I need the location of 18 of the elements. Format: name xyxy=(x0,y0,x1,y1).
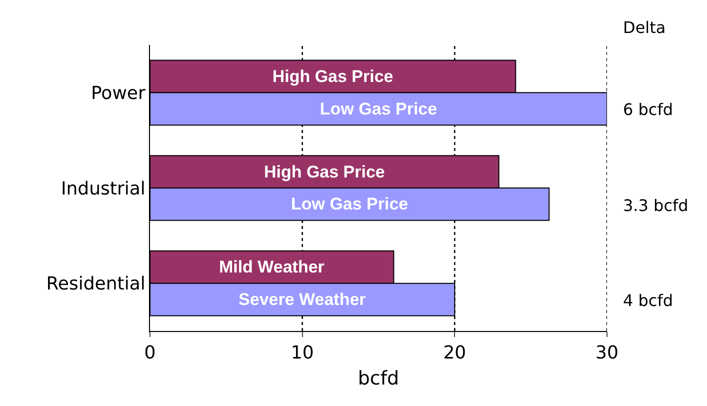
x-tick-label: 10 xyxy=(290,342,314,364)
y-tick-label: Residential xyxy=(46,274,146,295)
y-tick-label: Industrial xyxy=(60,178,146,200)
x-tick-label: 20 xyxy=(443,342,466,364)
x-tick-label: 30 xyxy=(596,342,618,364)
data-label: Low Gas Price xyxy=(290,194,408,214)
data-label: Severe Weather xyxy=(238,290,366,310)
x-axis-title: bcfd xyxy=(358,367,400,390)
y-tick-label: Power xyxy=(90,82,146,104)
text: 6 bcfd xyxy=(623,100,674,119)
x-tick-label: 0 xyxy=(144,342,156,364)
data-label: High Gas Price xyxy=(272,66,394,86)
text: 4 bcfd xyxy=(623,291,674,310)
data-label: High Gas Price xyxy=(264,162,385,182)
text: 3.3 bcfd xyxy=(623,196,688,215)
data-label: Low Gas Price xyxy=(320,99,438,118)
text: Delta xyxy=(623,18,666,37)
data-label: Mild Weather xyxy=(218,258,325,277)
